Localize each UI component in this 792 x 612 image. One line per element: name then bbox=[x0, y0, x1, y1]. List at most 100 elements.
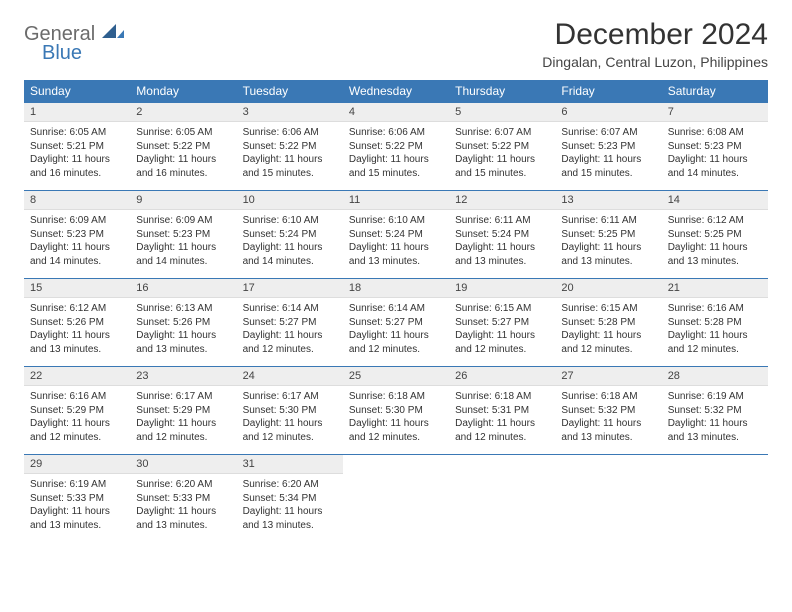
day-number: 18 bbox=[343, 279, 449, 298]
calendar-cell: 28Sunrise: 6:19 AMSunset: 5:32 PMDayligh… bbox=[662, 367, 768, 455]
calendar-cell: 24Sunrise: 6:17 AMSunset: 5:30 PMDayligh… bbox=[237, 367, 343, 455]
calendar-cell: 2Sunrise: 6:05 AMSunset: 5:22 PMDaylight… bbox=[130, 103, 236, 191]
day-number: 12 bbox=[449, 191, 555, 210]
sunrise-line: Sunrise: 6:10 AM bbox=[243, 214, 337, 228]
sunrise-line: Sunrise: 6:09 AM bbox=[30, 214, 124, 228]
day-number: 14 bbox=[662, 191, 768, 210]
day-details: Sunrise: 6:09 AMSunset: 5:23 PMDaylight:… bbox=[130, 210, 236, 274]
calendar-cell: 16Sunrise: 6:13 AMSunset: 5:26 PMDayligh… bbox=[130, 279, 236, 367]
daylight-line: Daylight: 11 hours and 15 minutes. bbox=[561, 153, 655, 180]
daylight-line: Daylight: 11 hours and 12 minutes. bbox=[349, 417, 443, 444]
sunrise-line: Sunrise: 6:17 AM bbox=[243, 390, 337, 404]
day-number: 5 bbox=[449, 103, 555, 122]
header: General Blue December 2024 Dingalan, Cen… bbox=[24, 18, 768, 70]
daylight-line: Daylight: 11 hours and 13 minutes. bbox=[668, 241, 762, 268]
daylight-line: Daylight: 11 hours and 12 minutes. bbox=[243, 329, 337, 356]
daylight-line: Daylight: 11 hours and 13 minutes. bbox=[243, 505, 337, 532]
daylight-line: Daylight: 11 hours and 13 minutes. bbox=[561, 417, 655, 444]
day-details: Sunrise: 6:20 AMSunset: 5:33 PMDaylight:… bbox=[130, 474, 236, 538]
calendar-row: 15Sunrise: 6:12 AMSunset: 5:26 PMDayligh… bbox=[24, 279, 768, 367]
weekday-header: Monday bbox=[130, 80, 236, 103]
sunset-line: Sunset: 5:24 PM bbox=[455, 228, 549, 242]
day-details: Sunrise: 6:18 AMSunset: 5:30 PMDaylight:… bbox=[343, 386, 449, 450]
day-details: Sunrise: 6:07 AMSunset: 5:23 PMDaylight:… bbox=[555, 122, 661, 186]
calendar-page: General Blue December 2024 Dingalan, Cen… bbox=[0, 0, 792, 553]
sunset-line: Sunset: 5:23 PM bbox=[30, 228, 124, 242]
day-number: 16 bbox=[130, 279, 236, 298]
day-details: Sunrise: 6:15 AMSunset: 5:28 PMDaylight:… bbox=[555, 298, 661, 362]
day-details: Sunrise: 6:18 AMSunset: 5:32 PMDaylight:… bbox=[555, 386, 661, 450]
weekday-header: Wednesday bbox=[343, 80, 449, 103]
day-number: 27 bbox=[555, 367, 661, 386]
calendar-cell: 20Sunrise: 6:15 AMSunset: 5:28 PMDayligh… bbox=[555, 279, 661, 367]
calendar-cell: 12Sunrise: 6:11 AMSunset: 5:24 PMDayligh… bbox=[449, 191, 555, 279]
calendar-cell: .. bbox=[662, 455, 768, 543]
sunrise-line: Sunrise: 6:16 AM bbox=[668, 302, 762, 316]
logo-text-block: General Blue bbox=[24, 24, 124, 63]
sunset-line: Sunset: 5:33 PM bbox=[136, 492, 230, 506]
daylight-line: Daylight: 11 hours and 16 minutes. bbox=[30, 153, 124, 180]
day-number: 26 bbox=[449, 367, 555, 386]
sunrise-line: Sunrise: 6:15 AM bbox=[561, 302, 655, 316]
day-details: Sunrise: 6:16 AMSunset: 5:29 PMDaylight:… bbox=[24, 386, 130, 450]
day-number: 4 bbox=[343, 103, 449, 122]
calendar-cell: 9Sunrise: 6:09 AMSunset: 5:23 PMDaylight… bbox=[130, 191, 236, 279]
day-details: Sunrise: 6:06 AMSunset: 5:22 PMDaylight:… bbox=[237, 122, 343, 186]
calendar-cell: 15Sunrise: 6:12 AMSunset: 5:26 PMDayligh… bbox=[24, 279, 130, 367]
sunrise-line: Sunrise: 6:06 AM bbox=[243, 126, 337, 140]
day-number: 9 bbox=[130, 191, 236, 210]
calendar-cell: 8Sunrise: 6:09 AMSunset: 5:23 PMDaylight… bbox=[24, 191, 130, 279]
sunset-line: Sunset: 5:28 PM bbox=[668, 316, 762, 330]
day-details: Sunrise: 6:11 AMSunset: 5:25 PMDaylight:… bbox=[555, 210, 661, 274]
sunrise-line: Sunrise: 6:18 AM bbox=[561, 390, 655, 404]
weekday-header: Friday bbox=[555, 80, 661, 103]
day-details: Sunrise: 6:06 AMSunset: 5:22 PMDaylight:… bbox=[343, 122, 449, 186]
daylight-line: Daylight: 11 hours and 15 minutes. bbox=[243, 153, 337, 180]
day-number: 25 bbox=[343, 367, 449, 386]
sunrise-line: Sunrise: 6:14 AM bbox=[349, 302, 443, 316]
sunset-line: Sunset: 5:28 PM bbox=[561, 316, 655, 330]
daylight-line: Daylight: 11 hours and 13 minutes. bbox=[30, 505, 124, 532]
sunrise-line: Sunrise: 6:20 AM bbox=[243, 478, 337, 492]
day-details: Sunrise: 6:09 AMSunset: 5:23 PMDaylight:… bbox=[24, 210, 130, 274]
sunset-line: Sunset: 5:27 PM bbox=[243, 316, 337, 330]
daylight-line: Daylight: 11 hours and 13 minutes. bbox=[136, 329, 230, 356]
sunrise-line: Sunrise: 6:09 AM bbox=[136, 214, 230, 228]
sunset-line: Sunset: 5:23 PM bbox=[136, 228, 230, 242]
daylight-line: Daylight: 11 hours and 13 minutes. bbox=[668, 417, 762, 444]
daylight-line: Daylight: 11 hours and 13 minutes. bbox=[30, 329, 124, 356]
day-number: 2 bbox=[130, 103, 236, 122]
calendar-cell: 21Sunrise: 6:16 AMSunset: 5:28 PMDayligh… bbox=[662, 279, 768, 367]
day-details: Sunrise: 6:15 AMSunset: 5:27 PMDaylight:… bbox=[449, 298, 555, 362]
calendar-cell: 10Sunrise: 6:10 AMSunset: 5:24 PMDayligh… bbox=[237, 191, 343, 279]
sunset-line: Sunset: 5:22 PM bbox=[243, 140, 337, 154]
daylight-line: Daylight: 11 hours and 16 minutes. bbox=[136, 153, 230, 180]
sunrise-line: Sunrise: 6:18 AM bbox=[349, 390, 443, 404]
day-details: Sunrise: 6:17 AMSunset: 5:30 PMDaylight:… bbox=[237, 386, 343, 450]
daylight-line: Daylight: 11 hours and 12 minutes. bbox=[136, 417, 230, 444]
day-details: Sunrise: 6:12 AMSunset: 5:25 PMDaylight:… bbox=[662, 210, 768, 274]
day-number: 24 bbox=[237, 367, 343, 386]
day-number: 23 bbox=[130, 367, 236, 386]
daylight-line: Daylight: 11 hours and 15 minutes. bbox=[349, 153, 443, 180]
day-number: 19 bbox=[449, 279, 555, 298]
day-number: 28 bbox=[662, 367, 768, 386]
daylight-line: Daylight: 11 hours and 15 minutes. bbox=[455, 153, 549, 180]
sunrise-line: Sunrise: 6:13 AM bbox=[136, 302, 230, 316]
sunset-line: Sunset: 5:31 PM bbox=[455, 404, 549, 418]
day-number: 17 bbox=[237, 279, 343, 298]
logo: General Blue bbox=[24, 18, 124, 63]
sunrise-line: Sunrise: 6:12 AM bbox=[30, 302, 124, 316]
calendar-cell: 31Sunrise: 6:20 AMSunset: 5:34 PMDayligh… bbox=[237, 455, 343, 543]
day-details: Sunrise: 6:17 AMSunset: 5:29 PMDaylight:… bbox=[130, 386, 236, 450]
day-number: 13 bbox=[555, 191, 661, 210]
sunrise-line: Sunrise: 6:10 AM bbox=[349, 214, 443, 228]
day-details: Sunrise: 6:18 AMSunset: 5:31 PMDaylight:… bbox=[449, 386, 555, 450]
calendar-cell: .. bbox=[555, 455, 661, 543]
day-number: 15 bbox=[24, 279, 130, 298]
day-details: Sunrise: 6:08 AMSunset: 5:23 PMDaylight:… bbox=[662, 122, 768, 186]
sunset-line: Sunset: 5:25 PM bbox=[561, 228, 655, 242]
calendar-cell: 29Sunrise: 6:19 AMSunset: 5:33 PMDayligh… bbox=[24, 455, 130, 543]
sunset-line: Sunset: 5:25 PM bbox=[668, 228, 762, 242]
day-number: 7 bbox=[662, 103, 768, 122]
